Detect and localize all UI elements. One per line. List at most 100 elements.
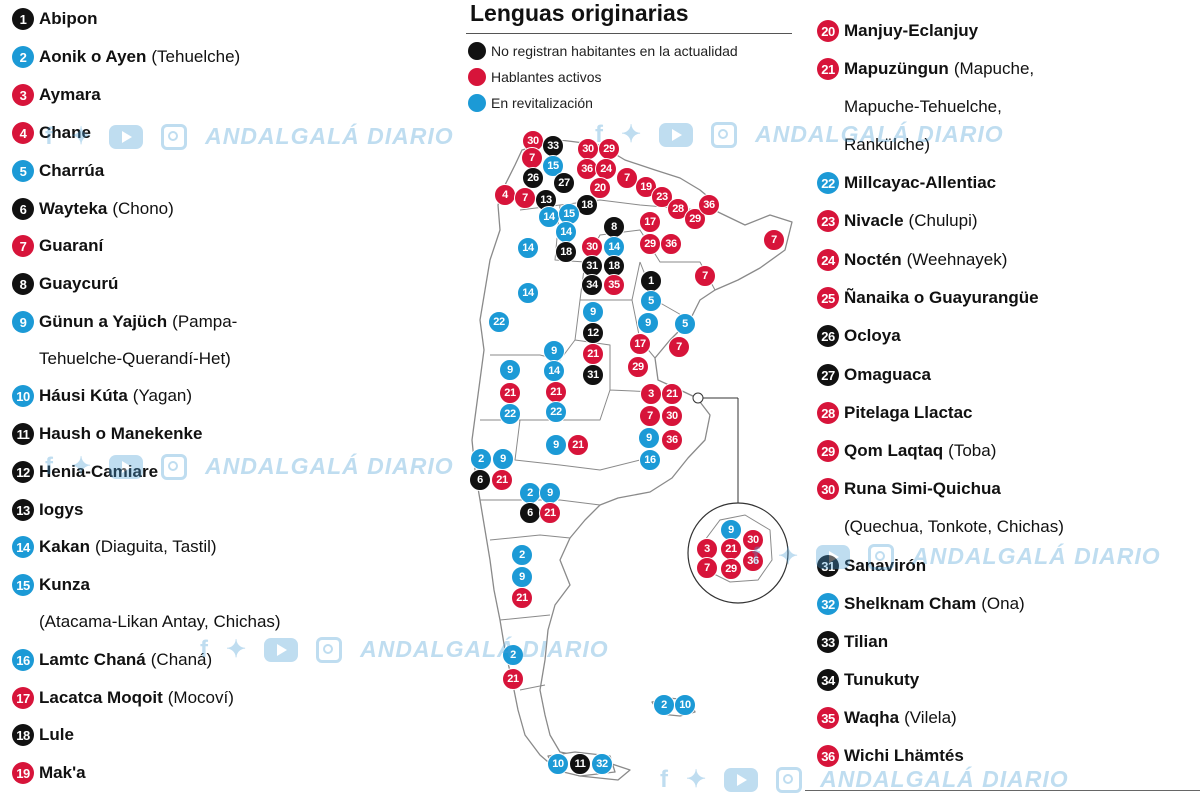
language-alt-name: (Chono) [112,199,174,218]
watermark-text: ANDALGALÁ DIARIO [820,766,1069,792]
language-alt-name: (Chaná) [150,650,213,669]
language-name: Omaguaca [844,365,931,384]
language-name: Mak'a [39,763,86,782]
map-marker: 29 [627,356,649,378]
language-item: 11 Haush o Manekenke [12,423,202,445]
legend-red-dot-icon [468,68,486,86]
language-name: Mapuzüngun [844,59,949,78]
language-alt-name: (Weehnayek) [906,250,1008,269]
map-marker: 18 [555,241,577,263]
map-marker: 7 [639,405,661,427]
language-item: 16 Lamtc Chaná (Chaná) [12,649,212,671]
map-marker: 35 [603,274,625,296]
language-name: Lule [39,725,74,744]
map-marker: 21 [539,502,561,524]
language-name: Tunukuty [844,670,920,689]
map-marker: 2 [519,482,541,504]
map-marker: 21 [582,343,604,365]
map-marker: 2 [511,544,533,566]
language-number-badge: 26 [817,325,839,347]
language-alt-name: (Yagan) [132,386,193,405]
language-number-badge: 16 [12,649,34,671]
language-alt-name: (Ona) [981,594,1025,613]
map-marker: 9 [499,359,521,381]
map-marker: 30 [661,405,683,427]
map-marker: 14 [517,282,539,304]
map-marker: 9 [582,301,604,323]
language-name: Ocloya [844,326,901,345]
language-item: 27 Omaguaca [817,364,931,386]
watermark: f ✦ ANDALGALÁ DIARIO [752,542,1161,571]
language-name: Chane [39,123,91,142]
language-number-badge: 33 [817,631,839,653]
language-number-badge: 1 [12,8,34,30]
language-number-badge: 5 [12,160,34,182]
language-item: 5 Charrúa [12,160,104,182]
map-marker: 9 [511,566,533,588]
language-name: Kakan [39,537,91,556]
language-alt-name-continued: Tehuelche-Querandí-Het) [39,349,231,368]
watermark-text: ANDALGALÁ DIARIO [205,453,454,479]
language-item: 20 Manjuy-Eclanjuy [817,20,978,42]
language-alt-name: (Toba) [948,441,997,460]
map-marker: 7 [514,187,536,209]
language-item: 17 Lacatca Moqoit (Mocoví) [12,687,234,709]
map-marker: 21 [502,668,524,690]
language-name: Aymara [39,85,101,104]
language-number-badge: 7 [12,235,34,257]
language-number-badge: 3 [12,84,34,106]
legend-blue-dot-icon [468,94,486,112]
language-item: 6 Wayteka (Chono) [12,198,174,220]
language-number-badge: 25 [817,287,839,309]
language-number-badge: 34 [817,669,839,691]
legend-item-active: Hablantes activos [468,68,602,86]
map-marker: 29 [639,233,661,255]
map-marker: 32 [591,753,613,775]
language-name: Aonik o Ayen [39,47,147,66]
bottom-divider [805,790,1200,791]
language-item: 21 Mapuzüngun (Mapuche, [817,58,1034,80]
language-number-badge: 30 [817,478,839,500]
language-name: Noctén [844,250,902,269]
youtube-icon [109,124,144,149]
map-marker: 21 [661,383,683,405]
youtube-icon [264,637,299,662]
map-marker: 11 [569,753,591,775]
language-name: Wayteka [39,199,108,218]
language-number-badge: 27 [817,364,839,386]
language-name: Nivacle [844,211,904,230]
map-marker: 36 [742,550,764,572]
map-marker: 36 [660,233,682,255]
map-title: Lenguas originarias [470,0,689,26]
language-name: Günun a Yajüch [39,312,168,331]
language-item: 33 Tilian [817,631,888,653]
map-marker: 27 [553,172,575,194]
map-marker: 8 [603,216,625,238]
language-number-badge: 21 [817,58,839,80]
language-name: Pitelaga Llactac [844,403,973,422]
map-marker: 24 [595,158,617,180]
language-item: 8 Guaycurú [12,273,118,295]
language-name: Ñanaika o Guayurangüe [844,288,1039,307]
language-item: 1 Abipon [12,8,98,30]
language-number-badge: 17 [12,687,34,709]
language-number-badge: 13 [12,499,34,521]
language-item: 35 Waqha (Vilela) [817,707,957,729]
map-marker: 9 [720,519,742,541]
language-name: Haush o Manekenke [39,424,203,443]
map-marker: 9 [545,434,567,456]
language-alt-name: (Pampa- [172,312,238,331]
language-name: Millcayac-Allentiac [844,173,997,192]
language-number-badge: 6 [12,198,34,220]
language-number-badge: 31 [817,555,839,577]
twitter-icon: ✦ [226,636,247,663]
language-number-badge: 35 [817,707,839,729]
instagram-icon [161,453,188,480]
language-alt-name: (Mocoví) [167,688,234,707]
language-alt-name-continued: (Quechua, Tonkote, Chichas) [844,517,1064,536]
language-item: 19 Mak'a [12,762,86,784]
language-item: 26 Ocloya [817,325,901,347]
language-number-badge: 28 [817,402,839,424]
map-marker: 21 [720,538,742,560]
map-marker: 14 [543,360,565,382]
